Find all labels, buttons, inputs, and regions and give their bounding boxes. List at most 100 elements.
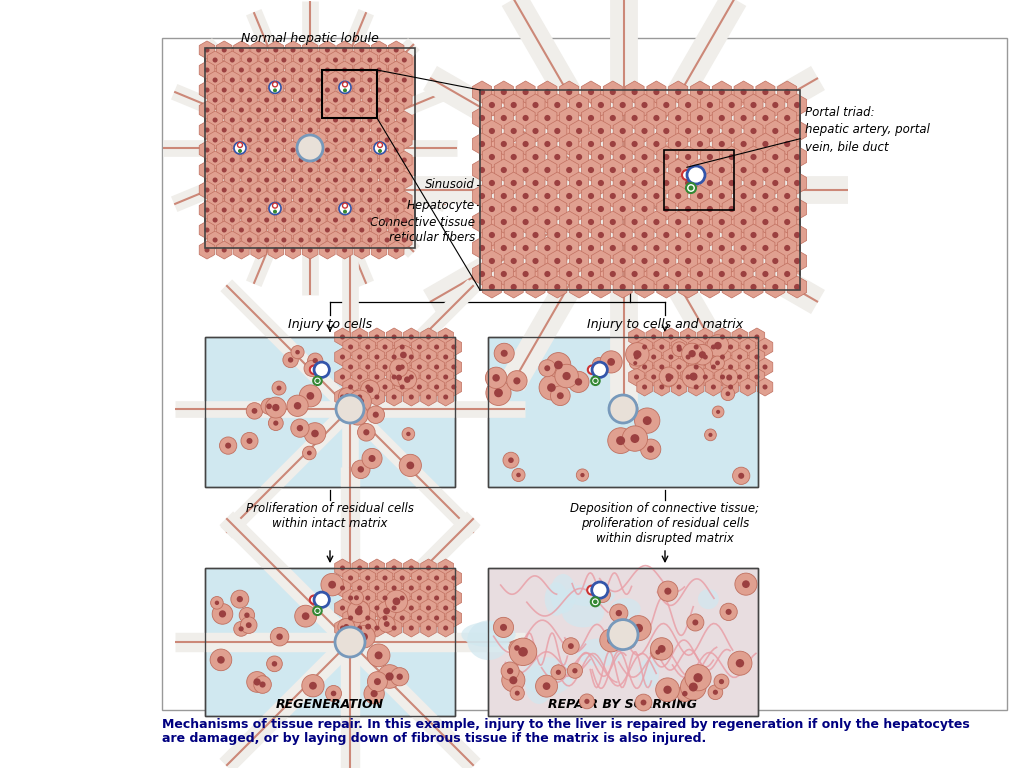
Circle shape [272, 203, 278, 208]
Circle shape [501, 245, 507, 251]
Circle shape [367, 386, 374, 393]
Circle shape [751, 128, 757, 134]
Circle shape [282, 118, 287, 123]
Polygon shape [592, 120, 610, 142]
Circle shape [297, 425, 303, 432]
Circle shape [641, 284, 647, 290]
Polygon shape [625, 159, 644, 181]
Polygon shape [744, 198, 763, 220]
Polygon shape [259, 91, 274, 109]
Circle shape [333, 98, 338, 102]
Circle shape [205, 147, 210, 153]
Circle shape [664, 102, 670, 108]
Polygon shape [654, 338, 670, 356]
Circle shape [536, 675, 557, 697]
Bar [488, 568, 758, 716]
Polygon shape [362, 51, 378, 69]
Circle shape [357, 423, 375, 441]
Circle shape [702, 375, 708, 379]
Circle shape [577, 206, 583, 212]
Circle shape [609, 141, 615, 147]
Polygon shape [690, 263, 710, 285]
Circle shape [794, 258, 800, 264]
Polygon shape [319, 61, 335, 79]
Polygon shape [328, 191, 343, 209]
Polygon shape [613, 276, 632, 298]
Circle shape [687, 166, 705, 184]
Circle shape [229, 177, 234, 183]
Circle shape [772, 154, 778, 160]
Polygon shape [504, 94, 523, 116]
Circle shape [592, 362, 607, 377]
Circle shape [762, 193, 768, 199]
Polygon shape [656, 94, 676, 116]
Circle shape [685, 128, 691, 134]
Bar [480, 90, 800, 290]
Polygon shape [200, 41, 215, 59]
Circle shape [247, 58, 252, 62]
Circle shape [256, 167, 261, 173]
Bar [205, 568, 455, 716]
Polygon shape [723, 358, 738, 376]
Polygon shape [592, 250, 610, 272]
Circle shape [443, 605, 449, 611]
Circle shape [390, 667, 409, 686]
Circle shape [597, 362, 601, 366]
Circle shape [347, 601, 370, 623]
Polygon shape [286, 201, 301, 219]
Circle shape [357, 395, 362, 399]
Circle shape [751, 154, 757, 160]
Circle shape [488, 102, 495, 108]
Circle shape [452, 575, 457, 581]
Circle shape [256, 227, 261, 233]
Polygon shape [396, 111, 412, 129]
Polygon shape [302, 41, 318, 59]
Polygon shape [438, 328, 454, 346]
Polygon shape [396, 91, 412, 109]
Circle shape [562, 372, 570, 380]
Circle shape [707, 206, 713, 212]
Polygon shape [310, 171, 326, 189]
Circle shape [651, 375, 656, 379]
Polygon shape [732, 348, 748, 366]
Circle shape [567, 663, 583, 678]
Circle shape [751, 232, 757, 238]
Circle shape [264, 98, 269, 102]
Circle shape [212, 604, 232, 624]
Circle shape [784, 115, 791, 121]
Circle shape [391, 355, 396, 359]
Polygon shape [734, 185, 753, 207]
Circle shape [697, 167, 703, 173]
Circle shape [399, 615, 404, 621]
Polygon shape [242, 91, 257, 109]
Circle shape [539, 376, 564, 400]
Polygon shape [242, 71, 257, 89]
Circle shape [375, 395, 380, 399]
Polygon shape [360, 358, 376, 376]
Polygon shape [706, 358, 721, 376]
Polygon shape [386, 368, 401, 386]
Polygon shape [706, 338, 721, 356]
Polygon shape [233, 81, 249, 99]
Polygon shape [200, 101, 215, 119]
Circle shape [650, 645, 666, 660]
Circle shape [772, 128, 778, 134]
Circle shape [664, 128, 670, 134]
Polygon shape [224, 171, 240, 189]
Circle shape [689, 372, 697, 381]
Polygon shape [635, 276, 654, 298]
Circle shape [256, 108, 261, 113]
Circle shape [383, 615, 387, 621]
Polygon shape [233, 101, 249, 119]
Circle shape [393, 187, 398, 193]
Polygon shape [394, 378, 410, 396]
Circle shape [399, 575, 404, 581]
Polygon shape [504, 198, 523, 220]
Circle shape [659, 367, 678, 386]
Polygon shape [224, 231, 240, 249]
Polygon shape [319, 81, 335, 99]
Polygon shape [629, 348, 644, 366]
Polygon shape [216, 81, 232, 99]
Circle shape [635, 408, 659, 433]
Polygon shape [379, 131, 395, 149]
